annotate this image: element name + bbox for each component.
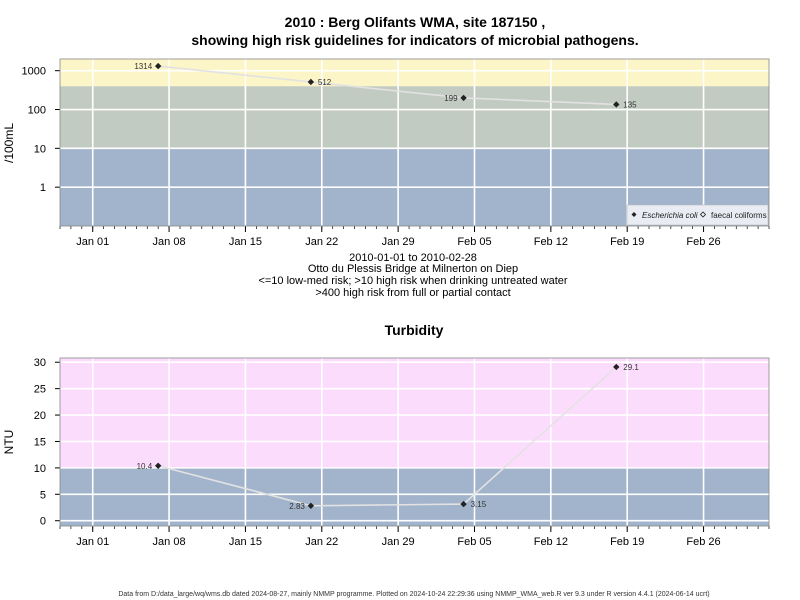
chart1-data-points: 1314 512 199 135 [134,62,637,109]
chart1-title-line1: 2010 : Berg Olifants WMA, site 187150 , [285,14,546,30]
c2-y-tick-label: 5 [40,489,46,501]
c2-plot-frame [59,357,770,527]
c2-x-tick-label: Jan 15 [229,536,262,548]
c1-series-line [158,65,617,106]
c1-data-point [307,78,315,86]
c2-data-label: 3.15 [471,500,487,509]
c1-y-tick-label: 100 [28,105,46,117]
legend-marker-ecoli [631,212,637,217]
c1-x-tick-label: Feb 26 [686,236,720,248]
legend-label-faecal-coliforms: faecal coliforms [711,211,767,220]
chart2-y-axis-label: NTU [2,430,16,455]
c2-data-point [460,500,467,508]
c2-data-point [154,462,162,469]
chart1-risk-bands [60,59,769,226]
chart2-risk-bands [60,358,769,526]
chart2-gridlines [60,358,769,526]
c2-x-tick-label: Jan 29 [382,536,415,548]
chart1-series-lines [158,65,617,106]
c1-data-point [154,62,162,70]
c1-data-label: 512 [318,78,332,87]
chart1-axes: Jan 01 Jan 08 Jan 15 Jan 22 Jan 29 Feb 05 Feb … [22,58,770,248]
c2-x-tick-label: Jan 01 [76,536,109,548]
c1-x-tick-label: Feb 12 [534,236,568,248]
c1-y-tick-label: 1000 [22,66,46,78]
c2-x-tick-label: Feb 05 [457,536,491,548]
c1-x-tick-label: Jan 22 [305,236,338,248]
c2-x-tick-label: Jan 22 [305,536,338,548]
c1-band-1 [60,86,769,149]
footer-note: Data from D:/data_large/wq/wms.db dated … [118,591,709,598]
c2-data-point [307,502,315,509]
c2-y-tick-label: 20 [34,410,46,422]
c1-y-tick-label: 10 [34,143,46,155]
chart1-gridlines [60,59,769,226]
c1-x-tick-label: Jan 15 [229,236,262,248]
legend-box [626,204,769,226]
c2-x-tick-label: Feb 26 [686,536,720,548]
c1-data-label: 199 [444,94,458,103]
info-drinking-guideline: <=10 low-med risk; >10 high risk when dr… [258,275,567,287]
c1-x-tick-label: Feb 05 [457,236,491,248]
c2-data-point [613,363,620,371]
c1-x-tick-label: Jan 01 [76,236,109,248]
chart2-series-lines [157,366,617,507]
c2-x-tick-label: Feb 12 [534,536,568,548]
c1-plot-frame [59,58,770,227]
c1-x-tick-label: Jan 08 [153,236,186,248]
c2-y-tick-label: 15 [34,436,46,448]
c1-y-tick-label: 1 [40,182,46,194]
c2-y-tick-label: 25 [34,384,46,396]
c1-data-point [460,94,467,102]
c2-x-tick-label: Feb 19 [610,536,644,548]
c2-y-tick-label: 30 [34,357,46,369]
c2-x-tick-label: Jan 08 [153,536,186,548]
c2-data-label: 10.4 [137,462,153,471]
c1-data-point [613,101,620,108]
c1-band-2 [60,59,769,87]
legend-marker-faecal-coliforms [699,211,707,218]
c2-data-label: 29.1 [623,363,639,372]
c1-data-label: 135 [623,100,637,109]
c2-series-line [157,366,617,507]
chart2-data-points: 10.4 2.83 3.15 29.1 [137,363,640,511]
chart1-legend: Escherichia coli faecal coliforms [626,204,769,226]
c1-x-tick-label: Feb 19 [610,236,644,248]
c2-y-tick-label: 10 [34,463,46,475]
legend-label-ecoli: Escherichia coli [642,211,698,220]
c2-y-tick-label: 0 [40,516,46,528]
info-date-range: 2010-01-01 to 2010-02-28 [349,252,477,264]
chart2-axes: Jan 01 Jan 08 Jan 15 Jan 22 Jan 29 Feb 05 Feb … [34,357,770,548]
chart1-y-axis-label: /100mL [2,123,16,163]
c1-x-tick-label: Jan 29 [382,236,415,248]
info-site-name: Otto du Plessis Bridge at Milnerton on D… [308,263,518,275]
c2-data-label: 2.83 [289,502,305,511]
chart1-title-line2: showing high risk guidelines for indicat… [191,32,638,48]
c1-data-label: 1314 [134,62,152,71]
c2-band-0 [60,467,769,526]
chart2-title: Turbidity [385,322,444,338]
info-contact-guideline: >400 high risk from full or partial cont… [315,287,510,299]
c2-band-1 [60,358,769,468]
